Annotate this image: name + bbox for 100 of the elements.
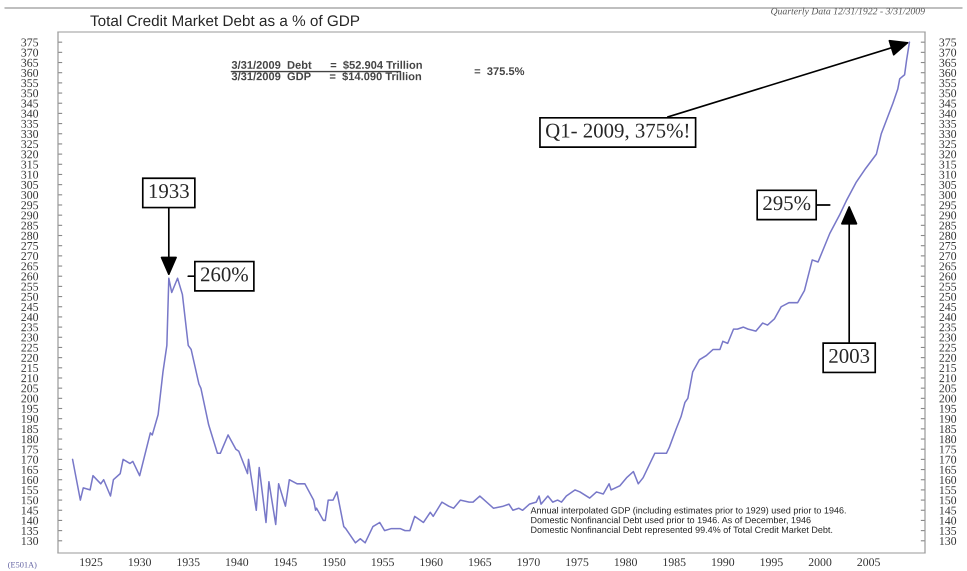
y2-tick-label: 145 xyxy=(940,506,956,514)
y2-tick-label: 295 xyxy=(939,201,956,210)
y2-tick-label: 140 xyxy=(940,516,956,525)
text: (E501A) xyxy=(8,562,37,570)
y2-tick-label: 265 xyxy=(939,262,956,270)
y-tick-label: 140 xyxy=(22,516,38,525)
y2-tick-label: 275 xyxy=(939,242,956,250)
y2-tick-label: 180 xyxy=(940,435,956,444)
annotation: 295% xyxy=(763,196,810,210)
y-tick-label: 295 xyxy=(21,201,38,210)
y2-tick-label: 300 xyxy=(939,191,956,200)
y2-tick-label: 320 xyxy=(939,150,956,158)
annotation: 260% xyxy=(200,267,248,282)
y2-tick-label: 355 xyxy=(939,79,956,88)
y2-tick-label: 165 xyxy=(940,466,956,474)
y2-tick-label: 230 xyxy=(939,334,956,342)
y2-tick-label: 305 xyxy=(939,180,956,189)
y-tick-label: 190 xyxy=(22,414,38,423)
y2-tick-label: 345 xyxy=(939,100,956,108)
y2-tick-label: 365 xyxy=(939,58,956,67)
y-tick-label: 160 xyxy=(22,476,38,484)
annotation: 3/31/2009 Debt = $52.904 Trillion xyxy=(232,60,422,70)
y2-tick-label: 170 xyxy=(940,456,956,464)
x-tick-label: 2000 xyxy=(808,558,832,566)
y2-tick-label: 215 xyxy=(939,364,956,372)
annotation: = 375.5% xyxy=(474,67,524,76)
y-tick-label: 275 xyxy=(21,242,38,250)
y2-tick-label: 360 xyxy=(939,68,956,77)
x-tick-label: 1995 xyxy=(760,558,783,566)
x-tick-label: 1930 xyxy=(128,558,151,566)
x-tick-label: 1970 xyxy=(518,558,540,566)
y-tick-label: 265 xyxy=(21,262,38,270)
x-tick-label: 1955 xyxy=(372,558,394,566)
y-tick-label: 250 xyxy=(21,292,38,301)
y-tick-label: 300 xyxy=(21,191,38,200)
y-tick-label: 255 xyxy=(21,282,38,291)
y-tick-label: 280 xyxy=(21,232,38,240)
y-tick-label: 320 xyxy=(21,150,38,158)
x-tick-label: 1975 xyxy=(566,558,588,566)
y-tick-label: 310 xyxy=(21,170,38,179)
y-tick-label: 335 xyxy=(21,120,38,128)
y2-tick-label: 255 xyxy=(939,282,956,291)
y-tick-label: 200 xyxy=(21,394,38,403)
y-tick-label: 220 xyxy=(21,354,38,362)
y-tick-label: 245 xyxy=(21,303,38,311)
y-tick-label: 350 xyxy=(21,89,38,98)
x-tick-label: 1945 xyxy=(274,558,297,566)
y-tick-label: 365 xyxy=(21,58,38,67)
y-tick-label: 325 xyxy=(21,140,38,148)
y2-tick-label: 155 xyxy=(940,486,956,494)
y2-tick-label: 220 xyxy=(939,354,956,362)
y-tick-label: 290 xyxy=(21,211,38,220)
y2-tick-label: 150 xyxy=(940,496,956,504)
y2-tick-label: 350 xyxy=(939,89,956,98)
y2-tick-label: 200 xyxy=(939,394,956,403)
y2-tick-label: 370 xyxy=(939,48,956,57)
x-tick-label: 1950 xyxy=(323,558,346,566)
y-tick-label: 180 xyxy=(22,435,38,444)
y2-tick-label: 285 xyxy=(939,222,956,230)
x-tick-label: 1990 xyxy=(712,558,734,566)
y-tick-label: 150 xyxy=(22,496,38,504)
y2-tick-label: 225 xyxy=(939,344,956,352)
y-tick-label: 195 xyxy=(22,404,38,413)
y2-tick-label: 340 xyxy=(939,110,956,118)
y2-tick-label: 375 xyxy=(939,38,956,46)
y2-tick-label: 325 xyxy=(939,140,956,148)
annotation: Annual interpolated GDP (including estimates prior to 1929) used prior to 1946. Domestic Nonfinancial Debt used prior to 1946. As of December, 1946 Domestic Nonfinancial Debt represented 99.4% of Total Credit Market Debt. xyxy=(530,506,846,535)
x-tick-label: 2005 xyxy=(857,558,880,566)
y-tick-label: 145 xyxy=(22,506,38,514)
y2-tick-label: 335 xyxy=(939,120,956,128)
y2-tick-label: 270 xyxy=(939,252,956,260)
y-tick-label: 305 xyxy=(21,180,38,189)
y-tick-label: 135 xyxy=(22,526,38,535)
y2-tick-label: 175 xyxy=(940,446,956,454)
annotation: Q1- 2009, 375%! xyxy=(546,124,688,141)
y2-tick-label: 190 xyxy=(940,414,956,423)
y-tick-label: 360 xyxy=(21,68,38,77)
y-tick-label: 315 xyxy=(21,160,38,168)
y2-tick-label: 210 xyxy=(939,374,956,382)
y-tick-label: 130 xyxy=(22,537,38,545)
x-tick-label: 1985 xyxy=(663,558,686,566)
y-tick-label: 225 xyxy=(21,344,38,352)
line-series xyxy=(72,41,910,544)
x-tick-label: 1965 xyxy=(469,558,492,566)
y-tick-label: 330 xyxy=(21,130,38,138)
annotation: 3/31/2009 GDP = $14.090 Trillion xyxy=(232,72,422,81)
y2-tick-label: 315 xyxy=(939,160,956,168)
y-tick-label: 370 xyxy=(21,48,38,57)
y-tick-label: 170 xyxy=(22,456,38,464)
annotation: 2003 xyxy=(829,348,870,363)
x-tick-label: 1940 xyxy=(226,558,248,566)
y2-tick-label: 235 xyxy=(939,323,956,332)
y2-tick-label: 330 xyxy=(939,130,956,138)
x-tick-label: 1980 xyxy=(614,558,637,566)
y-tick-label: 205 xyxy=(21,384,38,392)
y2-tick-label: 195 xyxy=(940,404,956,413)
y-tick-label: 345 xyxy=(21,100,38,108)
y-tick-label: 210 xyxy=(21,374,38,382)
y2-tick-label: 160 xyxy=(940,476,956,484)
y2-tick-label: 245 xyxy=(939,303,956,311)
